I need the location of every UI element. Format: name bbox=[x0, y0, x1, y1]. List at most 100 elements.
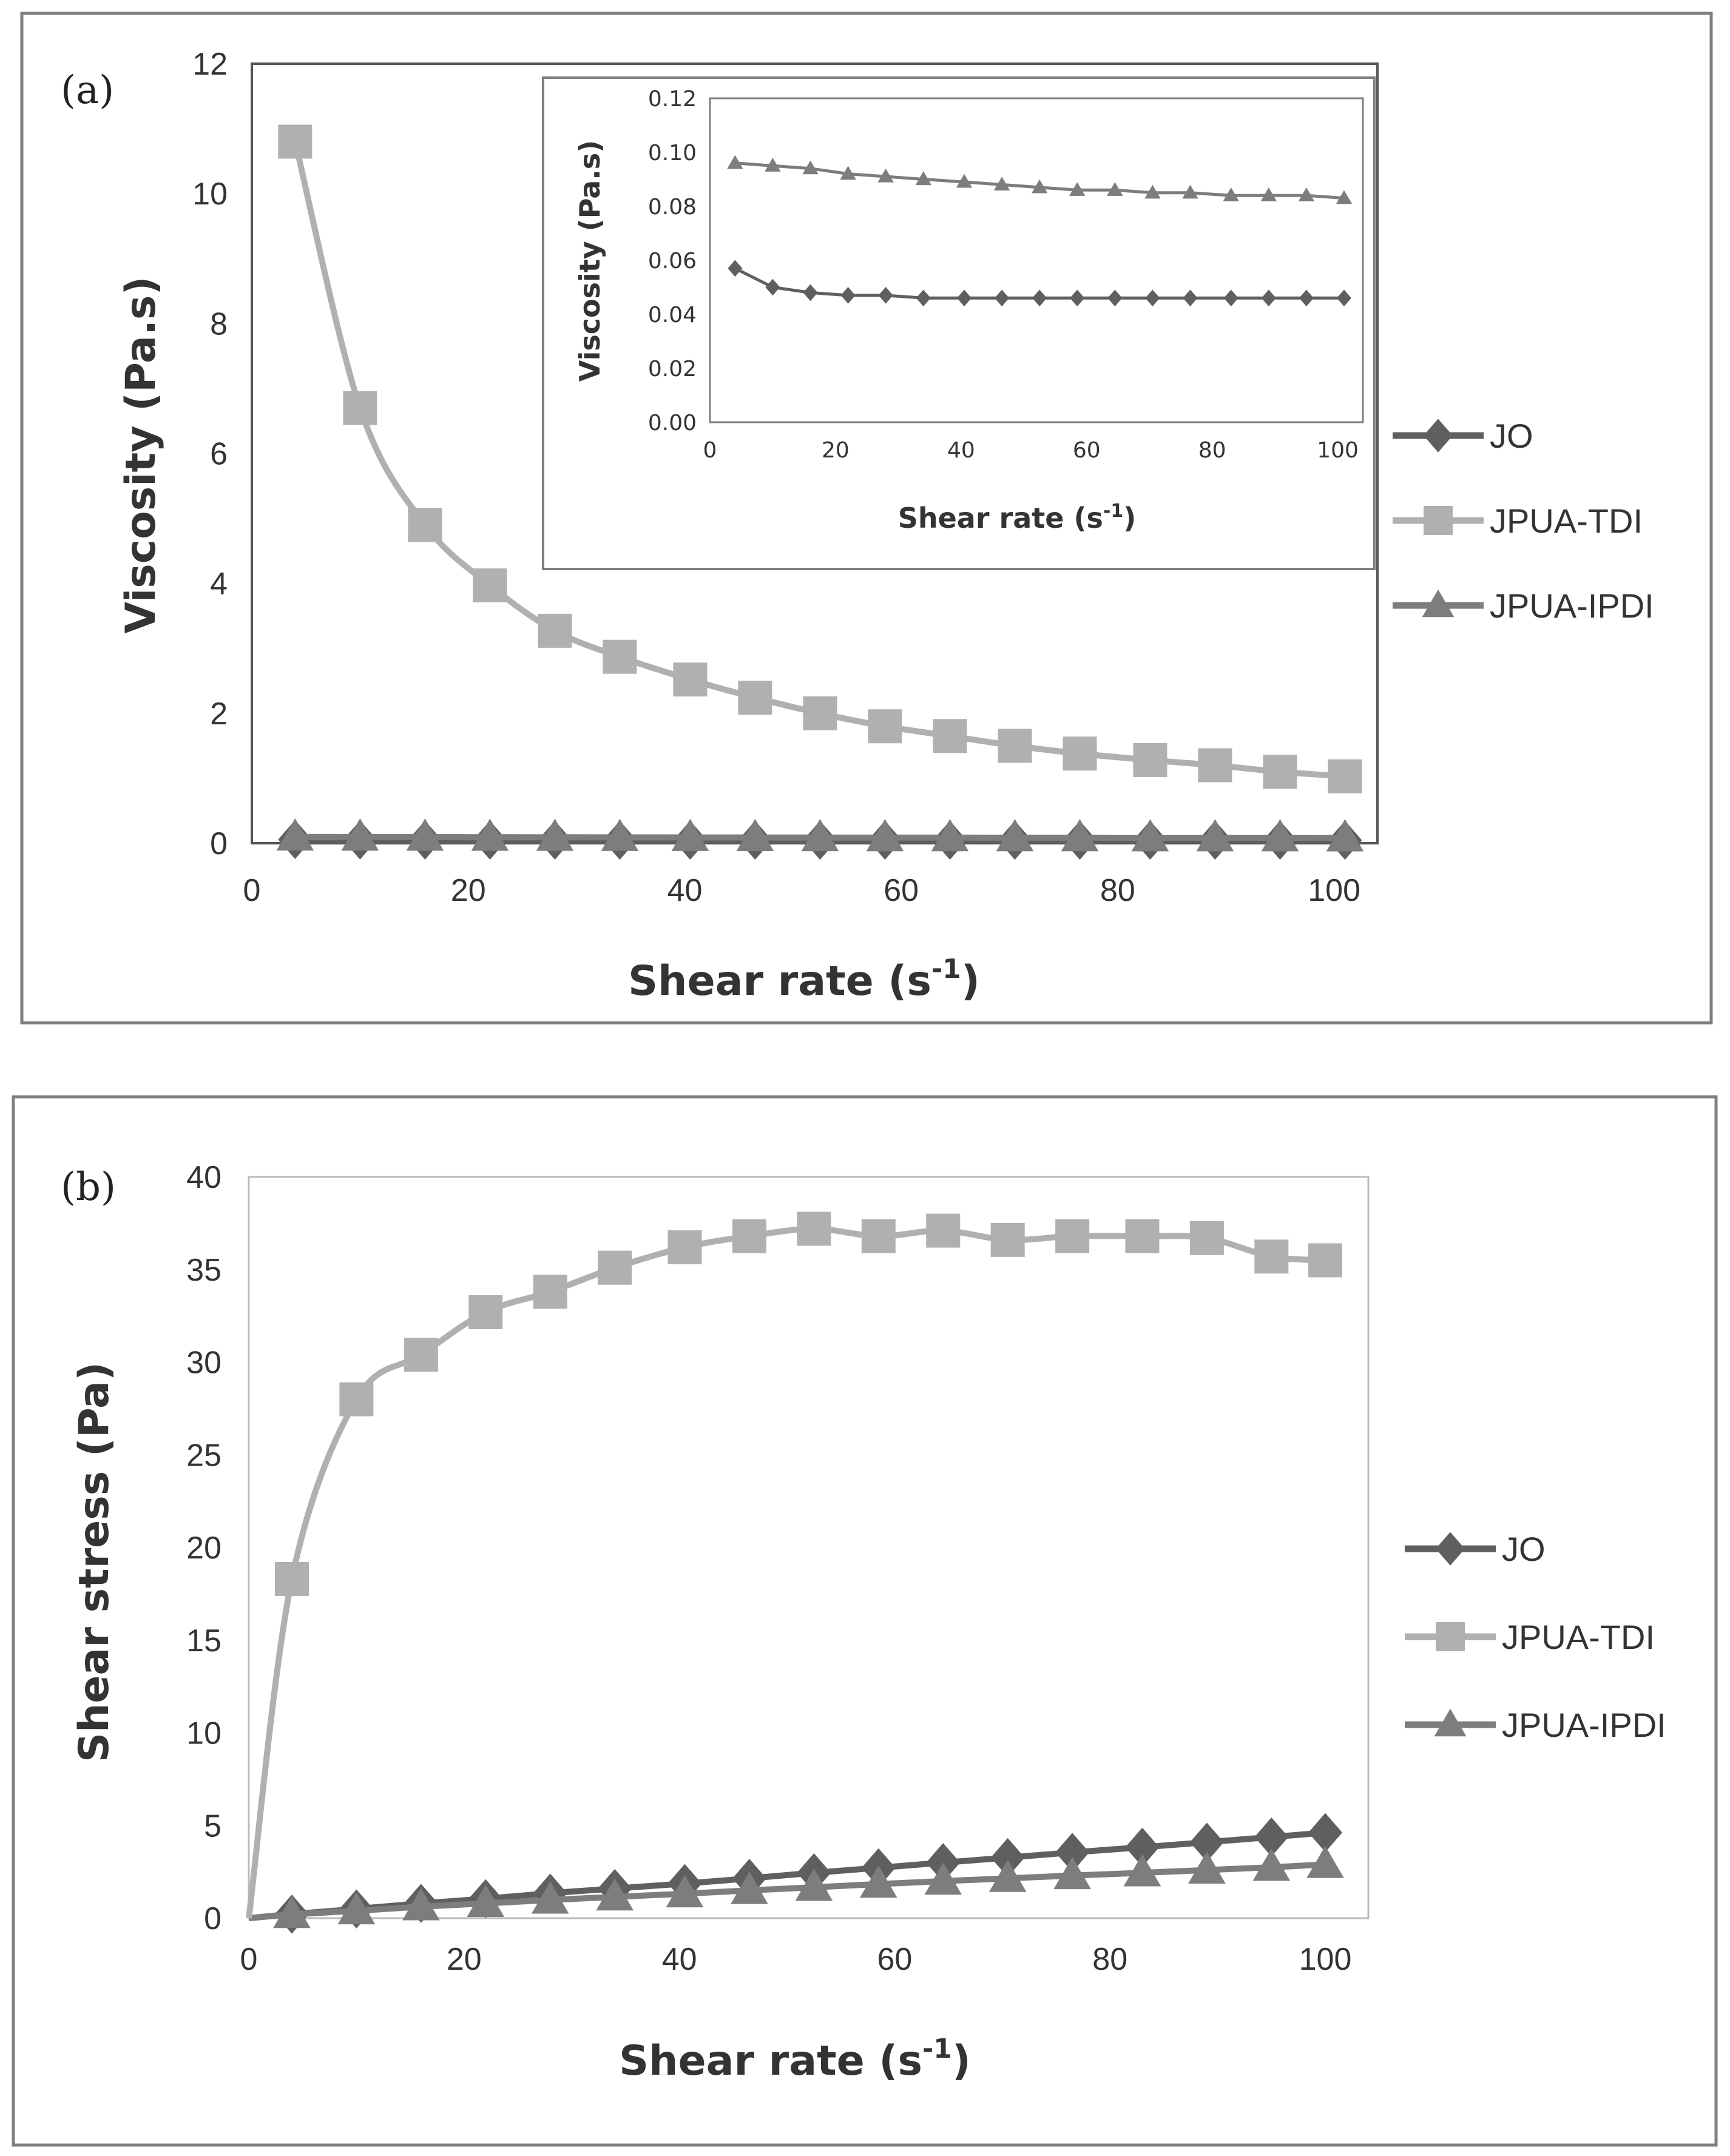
inset-x-tick-label: 20 bbox=[822, 438, 850, 463]
panel-b-point-jpua-tdi bbox=[1189, 1221, 1224, 1255]
inset-point-jpua-ipdi bbox=[765, 158, 781, 172]
panel-b-point-jpua-ipdi bbox=[1306, 1845, 1344, 1878]
panel-a-point-jpua-ipdi bbox=[801, 818, 839, 852]
inset-point-jo bbox=[728, 260, 743, 277]
panel-a-point-jpua-tdi bbox=[803, 696, 837, 730]
inset-x-tick-label: 100 bbox=[1317, 438, 1359, 463]
panel-b-point-jpua-ipdi bbox=[467, 1884, 505, 1917]
inset-point-jpua-ipdi bbox=[1298, 187, 1315, 201]
panel-b-point-jpua-tdi bbox=[468, 1295, 503, 1330]
panel-b-point-jpua-tdi bbox=[926, 1213, 961, 1248]
panel-b-point-jpua-tdi bbox=[861, 1219, 896, 1253]
inset-point-jo bbox=[1070, 289, 1085, 307]
panel-b-legend-label-jpua-tdi: JPUA-TDI bbox=[1502, 1618, 1655, 1656]
panel-a-point-jpua-ipdi bbox=[536, 818, 574, 851]
panel-a-inset: 0 20 40 60 80 100 0.00 0.02 0.04 0.06 0.08 0.10 0.12… bbox=[542, 76, 1376, 570]
panel-b-point-jpua-ipdi bbox=[924, 1862, 962, 1895]
panel-a-point-jpua-tdi bbox=[1133, 743, 1167, 777]
panel-a-point-jpua-ipdi bbox=[1131, 819, 1169, 852]
inset-x-tick-label: 80 bbox=[1198, 438, 1226, 463]
panel-b-point-jpua-tdi bbox=[1055, 1219, 1090, 1253]
panel-b-y-tick-label: 15 bbox=[186, 1623, 221, 1659]
panel-b-y-axis-title: Shear stress (Pa) bbox=[70, 1362, 118, 1762]
panel-a-point-jpua-ipdi bbox=[1261, 819, 1299, 852]
inset-x-axis-title: Shear rate (s-1) bbox=[898, 500, 1137, 534]
inset-y-tick-label: 0.06 bbox=[648, 249, 697, 274]
panel-b-point-jo bbox=[1189, 1822, 1224, 1862]
panel-a-point-jpua-tdi bbox=[933, 719, 967, 753]
inset-point-jpua-ipdi bbox=[1223, 187, 1239, 201]
panel-a-x-axis-title: Shear rate (s-1) bbox=[628, 954, 980, 1005]
panel-b-y-tick-label: 25 bbox=[186, 1438, 221, 1473]
panel-b-point-jpua-tdi bbox=[1254, 1239, 1289, 1274]
inset-plot-area bbox=[709, 97, 1364, 423]
panel-a-point-jpua-tdi bbox=[603, 639, 637, 674]
panel-b-point-jpua-ipdi bbox=[1188, 1851, 1226, 1884]
panel-a-point-jpua-tdi bbox=[538, 613, 572, 648]
panel-b-legend: JO JPUA-TDI JPUA-IPDI bbox=[1405, 1530, 1666, 1744]
panel-a-point-jpua-ipdi bbox=[1326, 819, 1364, 852]
panel-b-x-tick-label: 100 bbox=[1299, 1942, 1352, 1977]
panel-a-point-jpua-ipdi bbox=[1196, 819, 1234, 852]
panel-b-point-jpua-ipdi bbox=[795, 1868, 833, 1901]
panel-b-label: (b) bbox=[61, 1165, 116, 1210]
panel-a: (a) 0 20 40 60 80 100 0 2 4 6 8 10 12 Viscosity (Pa.… bbox=[20, 12, 1713, 1025]
panel-b-point-jpua-tdi bbox=[797, 1211, 831, 1246]
panel-b-point-jpua-tdi bbox=[404, 1338, 438, 1372]
panel-a-legend-label-jpua-ipdi: JPUA-IPDI bbox=[1490, 587, 1654, 625]
panel-a-point-jpua-tdi bbox=[1328, 759, 1362, 793]
inset-x-tick-label: 60 bbox=[1073, 438, 1101, 463]
inset-point-jo bbox=[878, 287, 893, 304]
panel-a-point-jpua-ipdi bbox=[471, 818, 509, 851]
inset-point-jo bbox=[1261, 289, 1276, 307]
inset-point-jpua-ipdi bbox=[1144, 184, 1161, 199]
panel-a-y-tick-label: 12 bbox=[192, 47, 228, 82]
inset-y-tick-label: 0.02 bbox=[648, 357, 697, 382]
panel-a-point-jpua-ipdi bbox=[601, 818, 639, 851]
panel-a-point-jpua-tdi bbox=[998, 729, 1032, 763]
panel-b-point-jpua-ipdi bbox=[1252, 1848, 1291, 1881]
panel-a-point-jpua-ipdi bbox=[406, 818, 444, 851]
panel-b-x-tick-label: 0 bbox=[240, 1942, 258, 1977]
panel-a-x-axis-title-sup: -1 bbox=[931, 954, 961, 985]
panel-a-point-jpua-tdi bbox=[343, 391, 377, 425]
panel-a-y-tick-label: 2 bbox=[210, 696, 228, 732]
panel-b-legend-label-jo: JO bbox=[1502, 1530, 1546, 1568]
panel-a-point-jpua-ipdi bbox=[276, 818, 314, 851]
panel-b-point-jpua-ipdi bbox=[1123, 1854, 1161, 1887]
panel-b-x-tick-label: 40 bbox=[662, 1942, 697, 1977]
panel-b-point-jpua-ipdi bbox=[402, 1888, 440, 1921]
panel-b: (b) 0 20 40 60 80 100 0 5 10 15 20 25 30 35 40 Shear s… bbox=[12, 1095, 1718, 2147]
panel-a-y-tick-label: 10 bbox=[192, 177, 228, 212]
panel-b-point-jo bbox=[1125, 1827, 1160, 1867]
panel-b-x-axis-title-sup: -1 bbox=[922, 2033, 952, 2064]
inset-frame bbox=[542, 76, 1376, 570]
panel-b-point-jpua-tdi bbox=[732, 1219, 766, 1253]
panel-b-legend-label-jpua-ipdi: JPUA-IPDI bbox=[1502, 1706, 1666, 1744]
panel-a-point-jpua-ipdi bbox=[866, 818, 904, 852]
panel-b-point-jpua-tdi bbox=[274, 1561, 309, 1596]
panel-a-x-tick-label: 60 bbox=[884, 873, 919, 908]
panel-b-y-tick-label: 20 bbox=[186, 1531, 221, 1566]
panel-b-x-axis-title-close: ) bbox=[952, 2037, 971, 2085]
inset-y-tick-label: 0.10 bbox=[648, 141, 697, 166]
inset-point-jpua-ipdi bbox=[1107, 182, 1123, 196]
inset-y-tick-label: 0.00 bbox=[648, 411, 697, 436]
panel-a-point-jpua-ipdi bbox=[931, 818, 969, 852]
panel-b-point-jpua-tdi bbox=[1125, 1219, 1160, 1253]
inset-point-jo bbox=[765, 278, 780, 296]
panel-b-point-jpua-ipdi bbox=[1053, 1856, 1091, 1890]
panel-a-x-tick-label: 80 bbox=[1100, 873, 1135, 908]
panel-b-point-jpua-ipdi bbox=[273, 1896, 311, 1929]
inset-point-jo bbox=[1032, 289, 1047, 307]
panel-b-legend-marker-jpua-tdi bbox=[1436, 1622, 1465, 1651]
panel-a-legend-label-jpua-tdi: JPUA-TDI bbox=[1490, 502, 1643, 540]
panel-b-point-jo bbox=[1254, 1817, 1289, 1857]
panel-a-point-jpua-tdi bbox=[1063, 736, 1097, 771]
panel-a-point-jpua-tdi bbox=[408, 508, 442, 542]
inset-point-jpua-ipdi bbox=[956, 173, 973, 188]
panel-b-y-tick-label: 10 bbox=[186, 1716, 221, 1751]
panel-a-legend-marker-jpua-tdi bbox=[1424, 506, 1453, 535]
panel-a-x-tick-label: 100 bbox=[1308, 873, 1360, 908]
panel-a-x-axis-title-close: ) bbox=[961, 957, 980, 1005]
